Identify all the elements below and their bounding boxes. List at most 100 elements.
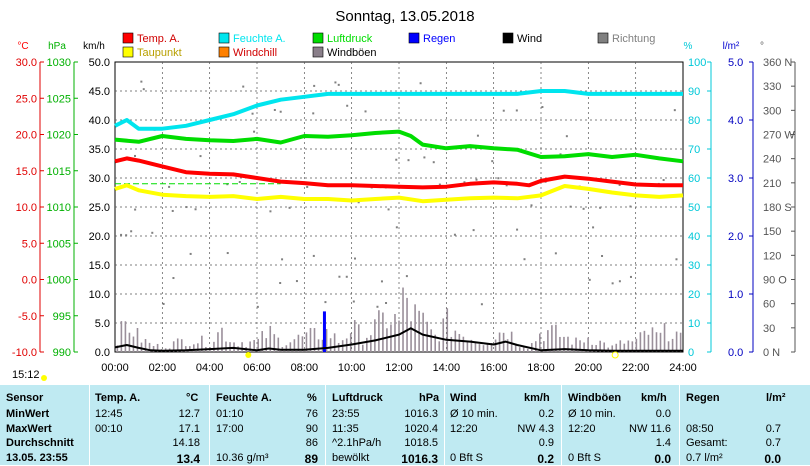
x-tick: 00:00 — [101, 362, 129, 374]
direction-dot — [142, 88, 145, 91]
axis-unit-label: l/m² — [723, 41, 740, 52]
stats-cell-label: MinWert — [6, 408, 50, 420]
rain-tick: 0.0 — [728, 347, 743, 359]
stats-cell-temp: 13.4 — [176, 451, 200, 466]
direction-dot — [313, 84, 316, 87]
stats-header-wind-unit: km/h — [524, 392, 550, 404]
stats-divider — [209, 385, 210, 465]
direction-dot — [515, 109, 518, 112]
stats-cell-wind-time: 12:20 — [450, 422, 478, 435]
series-line-luftdruck — [114, 129, 684, 164]
direction-dot — [194, 208, 197, 211]
chart-legend: Temp. A. Feuchte A. Luftdruck Regen Wind Rich… — [122, 32, 655, 59]
direction-dot — [476, 134, 479, 137]
rain-tick: 4.0 — [728, 115, 743, 127]
stats-cell-press-time: 11:35 — [332, 422, 359, 435]
direction-dot — [226, 252, 229, 255]
direction-dot — [172, 277, 175, 280]
stats-cell-press-time: 23:55 — [332, 408, 360, 420]
humidity-tick: 90 — [688, 86, 700, 98]
direction-dot — [491, 160, 494, 163]
wind-tick: 50.0 — [89, 57, 110, 69]
x-tick: 16:00 — [480, 362, 508, 374]
direction-tick: 90 O — [763, 275, 787, 287]
direction-dot — [618, 183, 621, 186]
humidity-tick: 60 — [688, 173, 700, 185]
chart-grid — [114, 61, 684, 353]
stats-cell-hum: 86 — [305, 437, 318, 449]
direction-tick: 330 — [763, 81, 781, 93]
humidity-tick: 0 — [688, 347, 694, 359]
direction-dot — [618, 280, 621, 283]
direction-tick: 240 — [763, 154, 781, 166]
stats-cell-gust: 0.0 — [654, 451, 671, 466]
stats-cell-press: 1016.3 — [404, 408, 438, 420]
series-line-wind — [114, 327, 683, 352]
stats-cell-temp: 14.18 — [172, 437, 200, 449]
direction-dot — [554, 252, 557, 255]
direction-dot — [405, 275, 408, 278]
humidity-tick: 80 — [688, 115, 700, 127]
direction-dot — [130, 230, 133, 233]
stats-cell-press: 1020.4 — [404, 422, 438, 435]
direction-dot — [497, 177, 500, 180]
direction-dot — [120, 233, 123, 236]
x-tick: 04:00 — [196, 362, 224, 374]
humidity-tick: 20 — [688, 289, 700, 301]
direction-dot — [337, 83, 340, 86]
series-line-temp-a- — [114, 156, 683, 190]
direction-dot — [673, 109, 676, 112]
direction-dot — [453, 233, 456, 236]
stats-cell-gust-time: 0 Bft S — [568, 451, 602, 464]
legend-swatch — [218, 46, 230, 58]
stats-cell-rain-time: 08:50 — [686, 422, 714, 435]
statistics-table: Sensor Temp. A. °C Feuchte A. % Luftdruc… — [0, 385, 810, 466]
wind-tick: 40.0 — [89, 115, 110, 127]
pressure-tick: 1005 — [47, 238, 71, 250]
direction-dot — [565, 135, 568, 138]
direction-dot — [134, 154, 137, 157]
direction-dot — [523, 258, 526, 261]
legend-swatch — [597, 32, 609, 44]
stats-cell-gust-time: Ø 10 min. — [568, 408, 616, 420]
direction-dot — [279, 110, 282, 113]
direction-dot — [582, 207, 585, 210]
stats-header-temp-unit: °C — [186, 392, 199, 404]
stats-cell-hum: 89 — [304, 451, 318, 466]
stats-cell-temp: 12.7 — [178, 408, 200, 420]
humidity-tick: 10 — [688, 318, 700, 330]
direction-dot — [171, 209, 174, 212]
axis-unit-label: °C — [17, 41, 28, 52]
stats-header-sensor: Sensor — [6, 392, 44, 404]
legend-swatch — [312, 46, 324, 58]
direction-dot — [288, 206, 291, 209]
wind-tick: 15.0 — [89, 260, 110, 272]
direction-dot — [516, 228, 519, 231]
stats-cell-wind: 0.2 — [537, 451, 554, 466]
direction-dot — [185, 206, 188, 209]
wind-tick: 20.0 — [89, 231, 110, 243]
legend-swatch — [312, 32, 324, 44]
direction-dot — [352, 300, 355, 303]
direction-dot — [334, 81, 337, 84]
temp-tick: -5.0 — [18, 311, 37, 323]
pressure-tick: 990 — [53, 347, 71, 359]
temp-tick: 10.0 — [16, 202, 37, 214]
stats-header-humidity: Feuchte A. — [216, 392, 272, 404]
direction-dot — [432, 161, 435, 164]
direction-dot — [423, 156, 426, 159]
direction-tick: 300 — [763, 105, 781, 117]
direction-dot — [475, 178, 478, 181]
direction-dot — [629, 275, 632, 278]
pressure-tick: 1030 — [47, 57, 71, 69]
direction-dot — [345, 275, 348, 278]
rain-tick: 5.0 — [728, 57, 743, 69]
x-tick: 14:00 — [433, 362, 461, 374]
stats-cell-label: 13.05. 23:55 — [6, 451, 68, 464]
direction-dot — [134, 208, 137, 211]
direction-dot — [140, 80, 143, 83]
stats-divider — [561, 385, 562, 465]
humidity-tick: 70 — [688, 144, 700, 156]
direction-dot — [295, 280, 298, 283]
stats-cell-press-time: bewölkt — [332, 451, 370, 464]
